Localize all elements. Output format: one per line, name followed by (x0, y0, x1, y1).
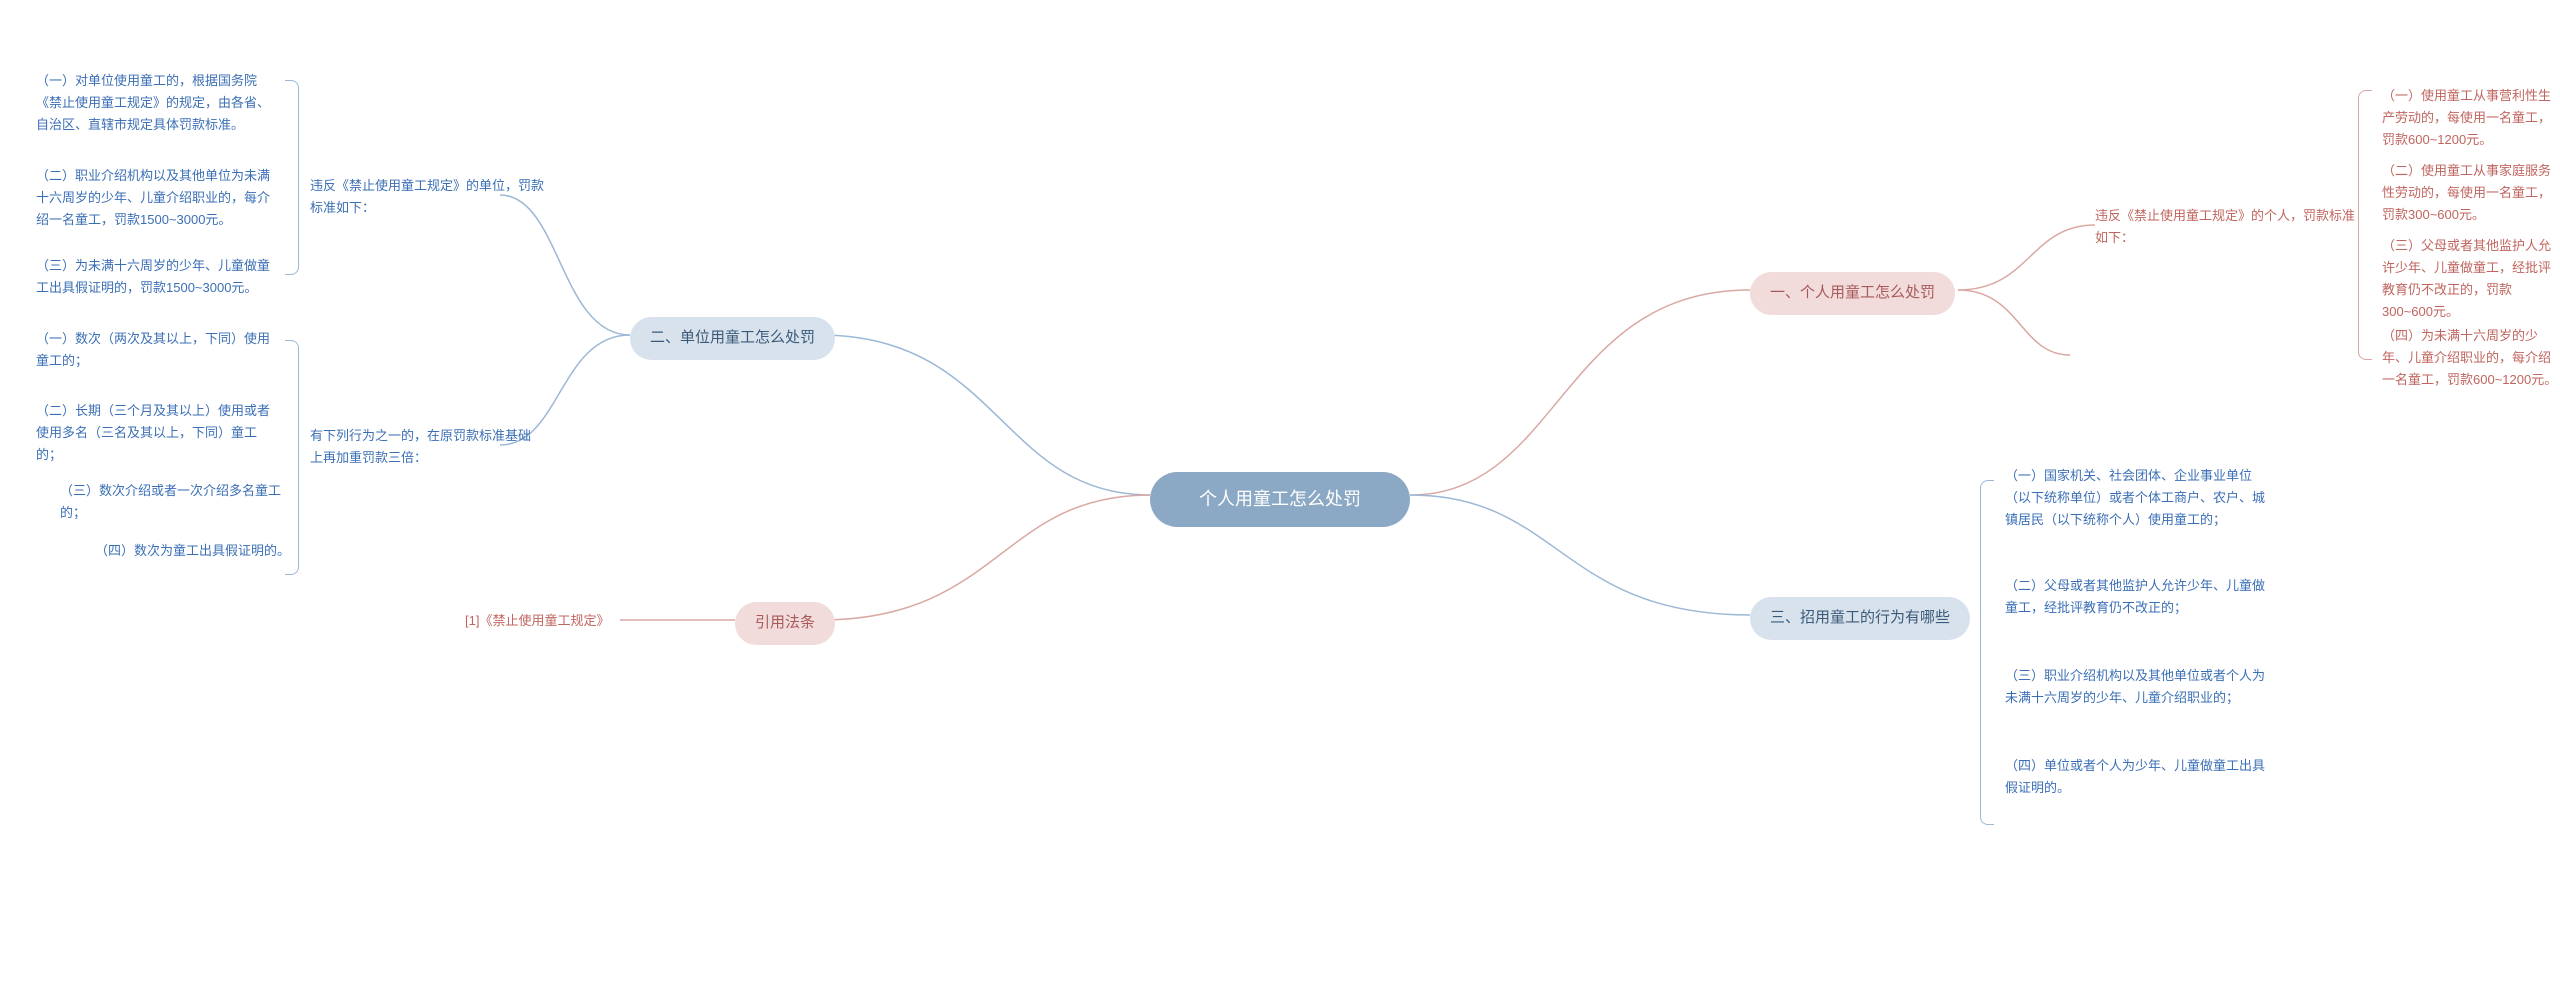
sub-r2d-label: （四）单位或者个人为少年、儿童做童工出具假证明的。 (2005, 758, 2265, 795)
sub-r2c-label: （三）职业介绍机构以及其他单位或者个人为未满十六周岁的少年、儿童介绍职业的； (2005, 668, 2265, 705)
sub-l1b[interactable]: 有下列行为之一的，在原罚款标准基础上再加重罚款三倍： (310, 425, 540, 469)
branch-r1-label: 一、个人用童工怎么处罚 (1770, 284, 1935, 301)
branch-r2-label: 三、招用童工的行为有哪些 (1770, 609, 1950, 626)
sub-r1a2[interactable]: （二）使用童工从事家庭服务性劳动的，每使用一名童工，罚款300~600元。 (2382, 160, 2560, 226)
sub-r2b-label: （二）父母或者其他监护人允许少年、儿童做童工，经批评教育仍不改正的； (2005, 578, 2265, 615)
sub-r1a-label: 违反《禁止使用童工规定》的个人，罚款标准如下： (2095, 208, 2355, 245)
sub-l1a1[interactable]: （一）对单位使用童工的，根据国务院《禁止使用童工规定》的规定，由各省、自治区、直… (36, 70, 276, 136)
sub-l2a-label: [1]《禁止使用童工规定》 (465, 613, 609, 628)
sub-l2a[interactable]: [1]《禁止使用童工规定》 (465, 610, 609, 632)
sub-r2a-label: （一）国家机关、社会团体、企业事业单位（以下统称单位）或者个体工商户、农户、城镇… (2005, 468, 2265, 527)
sub-l1b2-label: （二）长期（三个月及其以上）使用或者使用多名（三名及其以上，下同）童工的； (36, 403, 270, 462)
sub-r1a3-label: （三）父母或者其他监护人允许少年、儿童做童工，经批评教育仍不改正的，罚款300~… (2382, 238, 2551, 319)
sub-r2a[interactable]: （一）国家机关、社会团体、企业事业单位（以下统称单位）或者个体工商户、农户、城镇… (2005, 465, 2265, 531)
sub-l1b4-label: （四）数次为童工出具假证明的。 (95, 543, 290, 558)
root-label: 个人用童工怎么处罚 (1199, 489, 1361, 509)
sub-l1a3[interactable]: （三）为未满十六周岁的少年、儿童做童工出具假证明的，罚款1500~3000元。 (36, 255, 276, 299)
sub-r1a1-label: （一）使用童工从事营利性生产劳动的，每使用一名童工，罚款600~1200元。 (2382, 88, 2551, 147)
branch-l1-label: 二、单位用童工怎么处罚 (650, 329, 815, 346)
sub-r2d[interactable]: （四）单位或者个人为少年、儿童做童工出具假证明的。 (2005, 755, 2265, 799)
sub-r1a3[interactable]: （三）父母或者其他监护人允许少年、儿童做童工，经批评教育仍不改正的，罚款300~… (2382, 235, 2560, 323)
sub-l1a2-label: （二）职业介绍机构以及其他单位为未满十六周岁的少年、儿童介绍职业的，每介绍一名童… (36, 168, 270, 227)
sub-l1b4[interactable]: （四）数次为童工出具假证明的。 (95, 540, 290, 562)
sub-l1a[interactable]: 违反《禁止使用童工规定》的单位，罚款标准如下： (310, 175, 550, 219)
root-node[interactable]: 个人用童工怎么处罚 (1150, 472, 1410, 527)
sub-l1b-label: 有下列行为之一的，在原罚款标准基础上再加重罚款三倍： (310, 428, 531, 465)
sub-l1a2[interactable]: （二）职业介绍机构以及其他单位为未满十六周岁的少年、儿童介绍职业的，每介绍一名童… (36, 165, 276, 231)
brace-l1a (285, 80, 299, 275)
sub-l1a-label: 违反《禁止使用童工规定》的单位，罚款标准如下： (310, 178, 544, 215)
mindmap-canvas: 个人用童工怎么处罚 一、个人用童工怎么处罚 违反《禁止使用童工规定》的个人，罚款… (0, 0, 2560, 983)
sub-r1a4[interactable]: （四）为未满十六周岁的少年、儿童介绍职业的，每介绍一名童工，罚款600~1200… (2382, 325, 2560, 391)
sub-r1a[interactable]: 违反《禁止使用童工规定》的个人，罚款标准如下： (2095, 205, 2355, 249)
branch-l2[interactable]: 引用法条 (735, 602, 835, 645)
sub-r2c[interactable]: （三）职业介绍机构以及其他单位或者个人为未满十六周岁的少年、儿童介绍职业的； (2005, 665, 2265, 709)
brace-r2 (1980, 480, 1994, 825)
branch-r1[interactable]: 一、个人用童工怎么处罚 (1750, 272, 1955, 315)
sub-r1a4-label: （四）为未满十六周岁的少年、儿童介绍职业的，每介绍一名童工，罚款600~1200… (2382, 328, 2557, 387)
sub-r1a1[interactable]: （一）使用童工从事营利性生产劳动的，每使用一名童工，罚款600~1200元。 (2382, 85, 2560, 151)
brace-r1a (2358, 90, 2372, 360)
sub-l1a1-label: （一）对单位使用童工的，根据国务院《禁止使用童工规定》的规定，由各省、自治区、直… (36, 73, 270, 132)
branch-l1[interactable]: 二、单位用童工怎么处罚 (630, 317, 835, 360)
sub-l1a3-label: （三）为未满十六周岁的少年、儿童做童工出具假证明的，罚款1500~3000元。 (36, 258, 270, 295)
sub-l1b3[interactable]: （三）数次介绍或者一次介绍多名童工的； (60, 480, 300, 524)
sub-l1b3-label: （三）数次介绍或者一次介绍多名童工的； (60, 483, 281, 520)
sub-l1b1-label: （一）数次（两次及其以上，下同）使用童工的； (36, 331, 270, 368)
branch-r2[interactable]: 三、招用童工的行为有哪些 (1750, 597, 1970, 640)
sub-l1b1[interactable]: （一）数次（两次及其以上，下同）使用童工的； (36, 328, 276, 372)
branch-l2-label: 引用法条 (755, 614, 815, 631)
sub-r2b[interactable]: （二）父母或者其他监护人允许少年、儿童做童工，经批评教育仍不改正的； (2005, 575, 2265, 619)
sub-l1b2[interactable]: （二）长期（三个月及其以上）使用或者使用多名（三名及其以上，下同）童工的； (36, 400, 276, 466)
sub-r1a2-label: （二）使用童工从事家庭服务性劳动的，每使用一名童工，罚款300~600元。 (2382, 163, 2551, 222)
